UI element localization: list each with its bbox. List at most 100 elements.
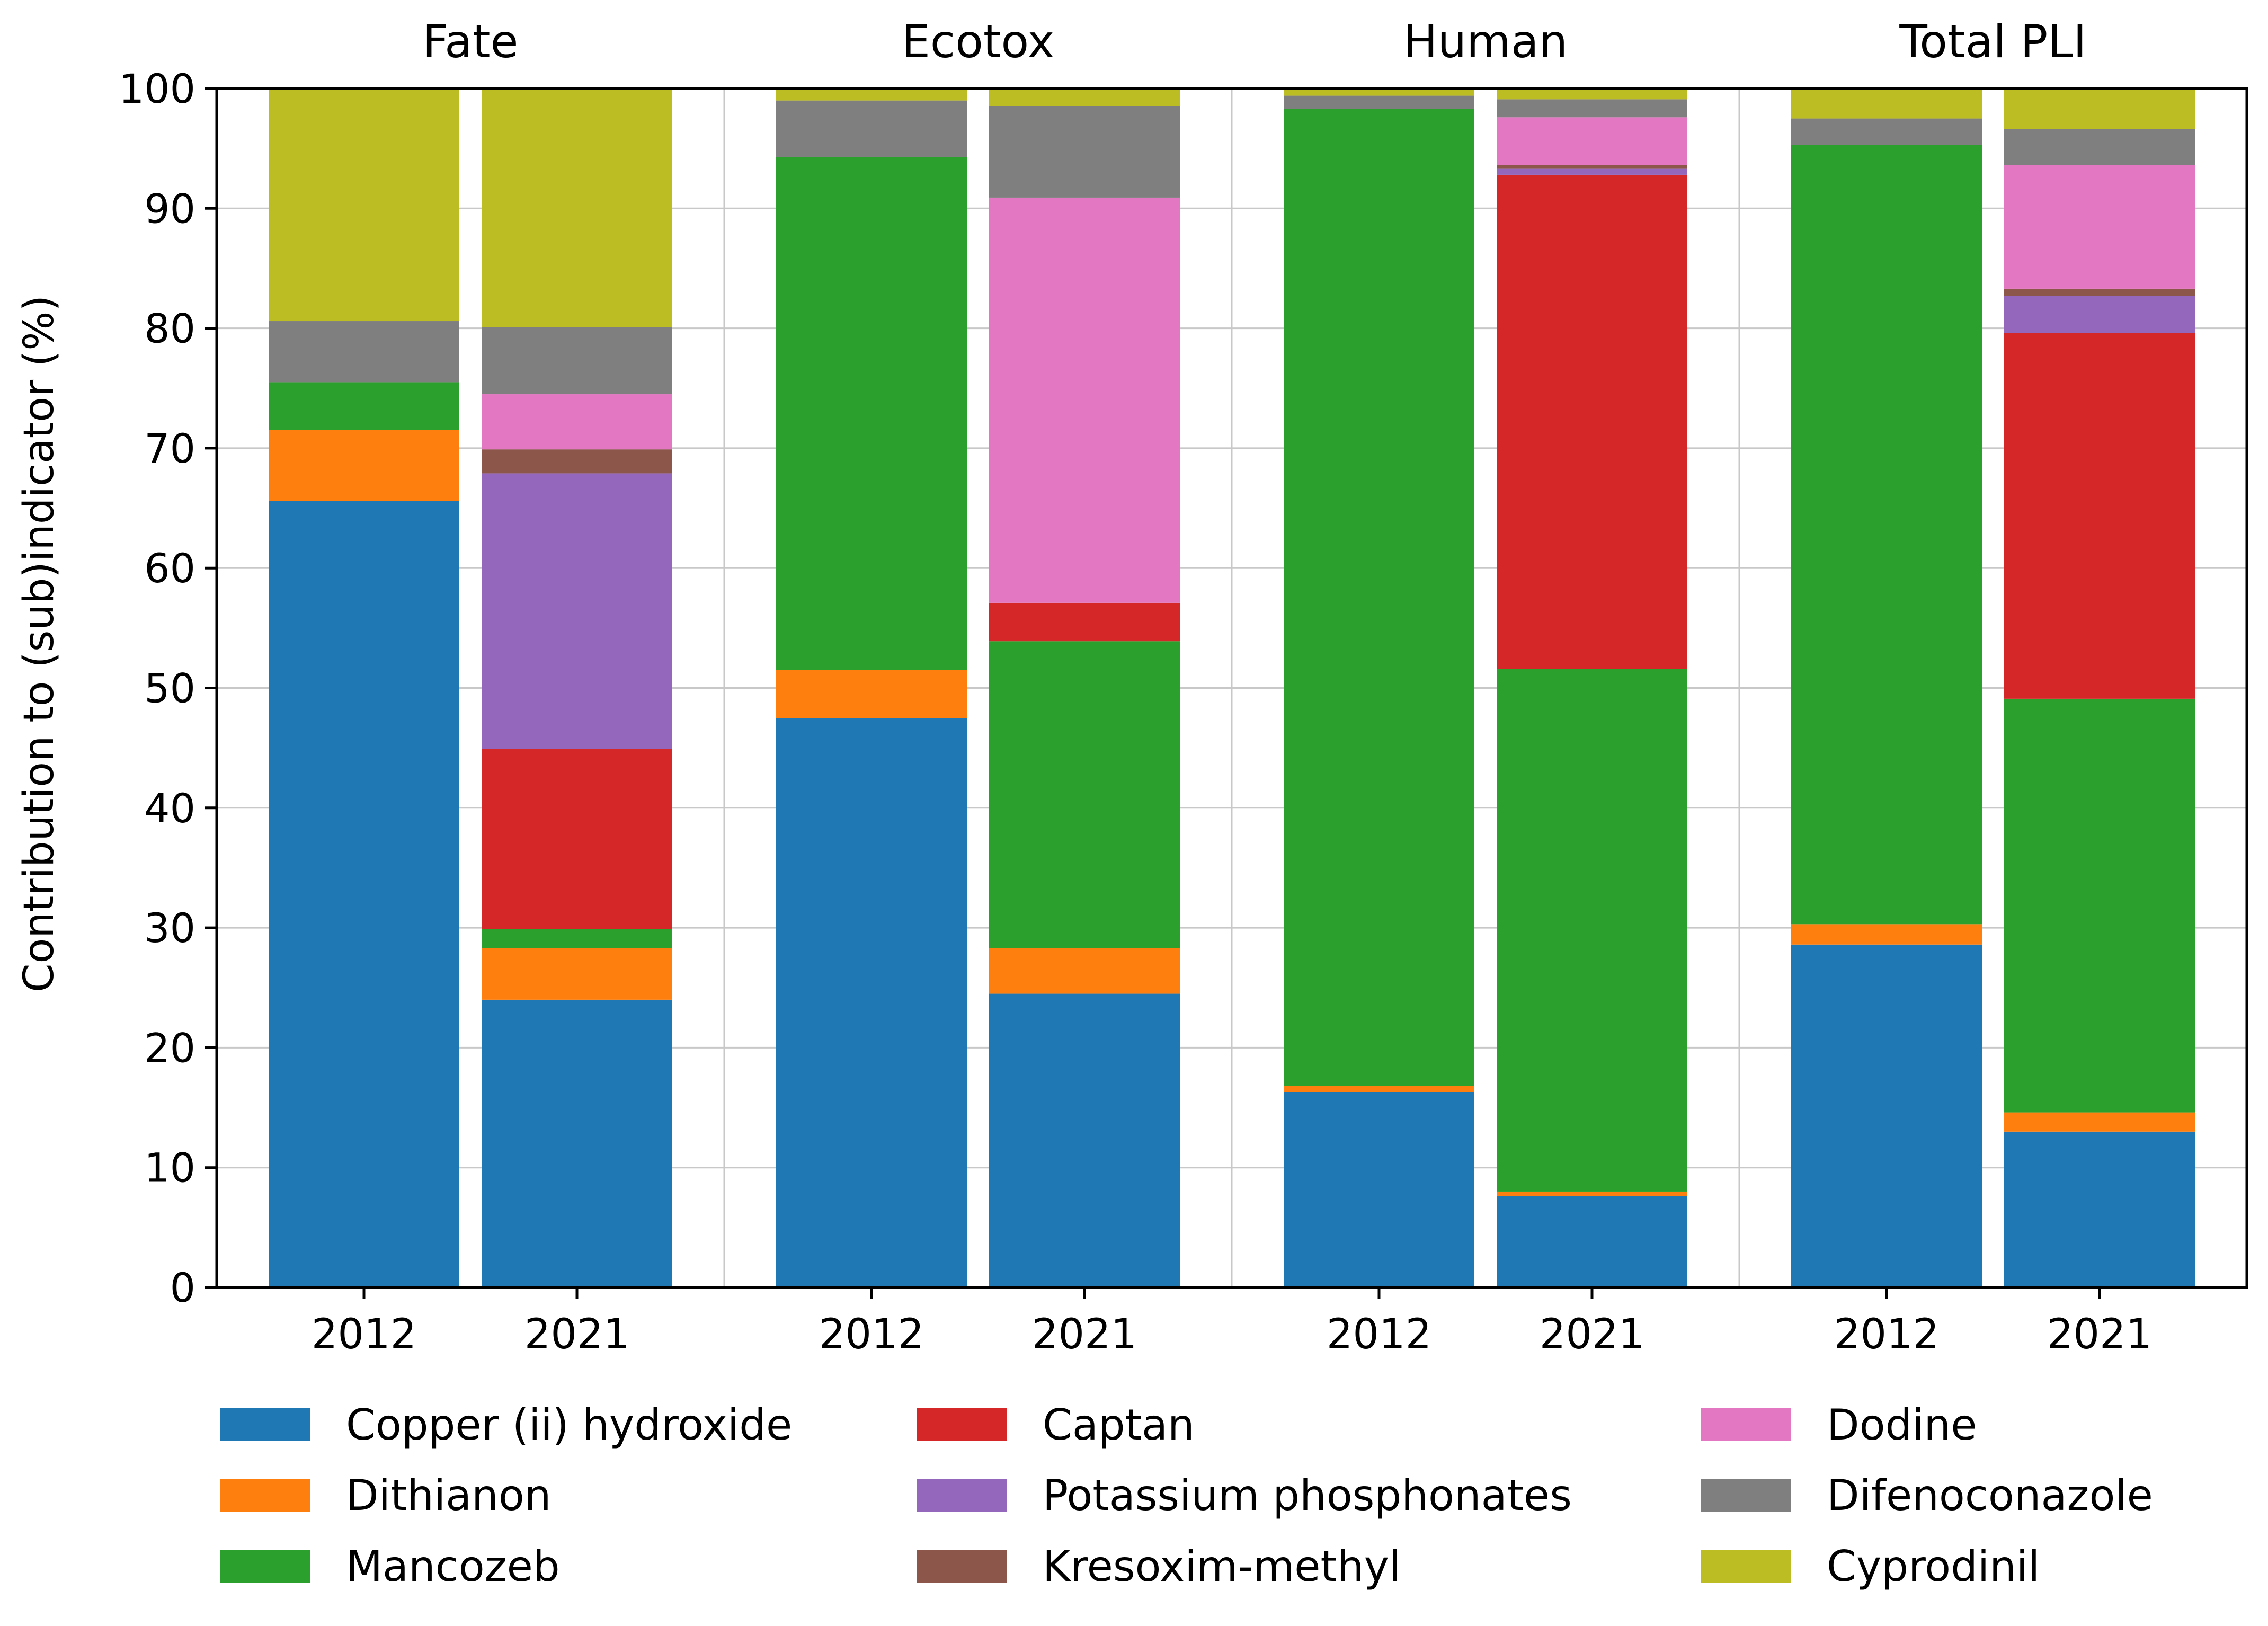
- bar-human-2012-cyprodinil: [1284, 88, 1474, 96]
- y-tick-label-60: 60: [144, 545, 195, 592]
- legend-swatch-kresoxim-methyl: [917, 1550, 1007, 1583]
- legend-swatch-dithianon: [220, 1479, 310, 1512]
- bar-fate-2021-mancozeb: [482, 929, 672, 948]
- bar-human-2012-dithianon: [1284, 1086, 1474, 1092]
- bar-ecotox-2012-copper-ii-hydroxide: [776, 718, 967, 1287]
- bar-total-pli-2012-cyprodinil: [1791, 88, 1982, 119]
- y-tick-label-10: 10: [144, 1144, 195, 1192]
- bar-ecotox-2021-mancozeb: [989, 641, 1180, 948]
- bar-total-pli-2021-kresoxim-methyl: [2004, 288, 2195, 296]
- bar-total-pli-2012-copper-ii-hydroxide: [1791, 944, 1982, 1287]
- y-tick-label-30: 30: [144, 904, 195, 952]
- y-tick-label-70: 70: [144, 425, 195, 472]
- bar-fate-2021-captan: [482, 749, 672, 929]
- bar-fate-2021-potassium-phosphonates: [482, 473, 672, 749]
- bar-human-2021-captan: [1497, 174, 1687, 669]
- y-axis-label: Contribution to (sub)indicator (%): [15, 295, 63, 992]
- x-tick-label-human-2012: 2012: [1327, 1311, 1432, 1358]
- bar-fate-2012-copper-ii-hydroxide: [269, 501, 459, 1288]
- bar-fate-2021-copper-ii-hydroxide: [482, 999, 672, 1287]
- y-tick-label-0: 0: [170, 1264, 195, 1311]
- bar-ecotox-2021-difenoconazole: [989, 106, 1180, 198]
- bar-ecotox-2021-captan: [989, 602, 1180, 642]
- bar-human-2021-kresoxim-methyl: [1497, 165, 1687, 169]
- bar-fate-2012-cyprodinil: [269, 88, 459, 322]
- bar-fate-2021-cyprodinil: [482, 88, 672, 327]
- legend-swatch-dodine: [1701, 1408, 1791, 1441]
- bar-fate-2021-dodine: [482, 394, 672, 450]
- bar-ecotox-2021-dithianon: [989, 948, 1180, 994]
- bar-total-pli-2021-captan: [2004, 333, 2195, 699]
- legend-label-copper-ii-hydroxide: Copper (ii) hydroxide: [346, 1400, 792, 1450]
- bar-ecotox-2021-dodine: [989, 197, 1180, 603]
- y-tick-label-90: 90: [144, 185, 195, 232]
- bar-total-pli-2021-potassium-phosphonates: [2004, 296, 2195, 333]
- bar-ecotox-2012-mancozeb: [776, 156, 967, 670]
- bar-ecotox-2012-difenoconazole: [776, 100, 967, 157]
- legend-label-dithianon: Dithianon: [346, 1471, 552, 1520]
- bar-fate-2012-mancozeb: [269, 382, 459, 430]
- bar-ecotox-2021-cyprodinil: [989, 88, 1180, 106]
- bar-total-pli-2021-dodine: [2004, 165, 2195, 289]
- y-tick-label-50: 50: [144, 665, 195, 712]
- x-tick-label-ecotox-2012: 2012: [819, 1311, 924, 1358]
- legend-label-difenoconazole: Difenoconazole: [1827, 1471, 2153, 1520]
- x-tick-label-total-pli-2021: 2021: [2047, 1311, 2153, 1358]
- bar-fate-2012-dithianon: [269, 430, 459, 501]
- group-title-human: Human: [1403, 15, 1568, 68]
- x-tick-label-fate-2021: 2021: [524, 1311, 630, 1358]
- bar-human-2012-mancozeb: [1284, 109, 1474, 1086]
- legend-label-dodine: Dodine: [1827, 1400, 1977, 1450]
- group-title-total-pli: Total PLI: [1899, 15, 2086, 68]
- bar-total-pli-2021-dithianon: [2004, 1112, 2195, 1132]
- bar-human-2012-copper-ii-hydroxide: [1284, 1092, 1474, 1287]
- bar-human-2021-potassium-phosphonates: [1497, 168, 1687, 175]
- bar-human-2021-dodine: [1497, 117, 1687, 165]
- legend-swatch-cyprodinil: [1701, 1550, 1791, 1583]
- y-tick-label-100: 100: [119, 65, 195, 112]
- legend-label-mancozeb: Mancozeb: [346, 1542, 560, 1591]
- bar-fate-2021-difenoconazole: [482, 327, 672, 395]
- bar-fate-2021-dithianon: [482, 948, 672, 1000]
- bar-ecotox-2012-dithianon: [776, 670, 967, 718]
- legend-label-cyprodinil: Cyprodinil: [1827, 1542, 2040, 1591]
- text-layer: Contribution to (sub)indicator (%) 0 10 20…: [15, 15, 2152, 1358]
- bar-total-pli-2021-copper-ii-hydroxide: [2004, 1131, 2195, 1287]
- bar-human-2021-dithianon: [1497, 1191, 1687, 1197]
- bar-total-pli-2012-mancozeb: [1791, 145, 1982, 925]
- group-title-fate: Fate: [423, 15, 519, 68]
- bar-total-pli-2021-mancozeb: [2004, 698, 2195, 1113]
- plot-frame: [215, 87, 2248, 1289]
- bar-total-pli-2021-cyprodinil: [2004, 88, 2195, 129]
- bar-human-2021-copper-ii-hydroxide: [1497, 1196, 1687, 1287]
- x-tick-label-ecotox-2021: 2021: [1032, 1311, 1137, 1358]
- y-tick-label-40: 40: [144, 785, 195, 832]
- legend-swatch-copper-ii-hydroxide: [220, 1408, 310, 1441]
- y-tick-label-20: 20: [144, 1024, 195, 1071]
- bar-total-pli-2021-difenoconazole: [2004, 129, 2195, 165]
- bar-fate-2012-difenoconazole: [269, 321, 459, 383]
- legend-swatch-captan: [917, 1408, 1007, 1441]
- legend: Copper (ii) hydroxide Dithianon Mancozeb Ca…: [220, 1400, 2153, 1591]
- x-tick-label-fate-2012: 2012: [312, 1311, 417, 1358]
- bar-human-2012-difenoconazole: [1284, 95, 1474, 109]
- y-tick-label-80: 80: [144, 305, 195, 352]
- bar-total-pli-2012-difenoconazole: [1791, 118, 1982, 145]
- x-tick-label-human-2021: 2021: [1540, 1311, 1645, 1358]
- bar-human-2021-difenoconazole: [1497, 99, 1687, 118]
- bar-ecotox-2021-copper-ii-hydroxide: [989, 993, 1180, 1287]
- legend-label-kresoxim-methyl: Kresoxim-methyl: [1043, 1542, 1401, 1591]
- group-title-ecotox: Ecotox: [902, 15, 1055, 68]
- legend-swatch-mancozeb: [220, 1550, 310, 1583]
- legend-label-captan: Captan: [1043, 1400, 1195, 1450]
- bar-ecotox-2012-cyprodinil: [776, 88, 967, 101]
- bar-human-2021-mancozeb: [1497, 669, 1687, 1192]
- axes-layer: [205, 87, 2248, 1299]
- bars-layer: [269, 88, 2195, 1288]
- legend-label-potassium-phosphonates: Potassium phosphonates: [1043, 1471, 1572, 1520]
- x-tick-label-total-pli-2012: 2012: [1834, 1311, 1940, 1358]
- bar-human-2021-cyprodinil: [1497, 88, 1687, 100]
- bar-total-pli-2012-dithianon: [1791, 924, 1982, 945]
- legend-swatch-difenoconazole: [1701, 1479, 1791, 1512]
